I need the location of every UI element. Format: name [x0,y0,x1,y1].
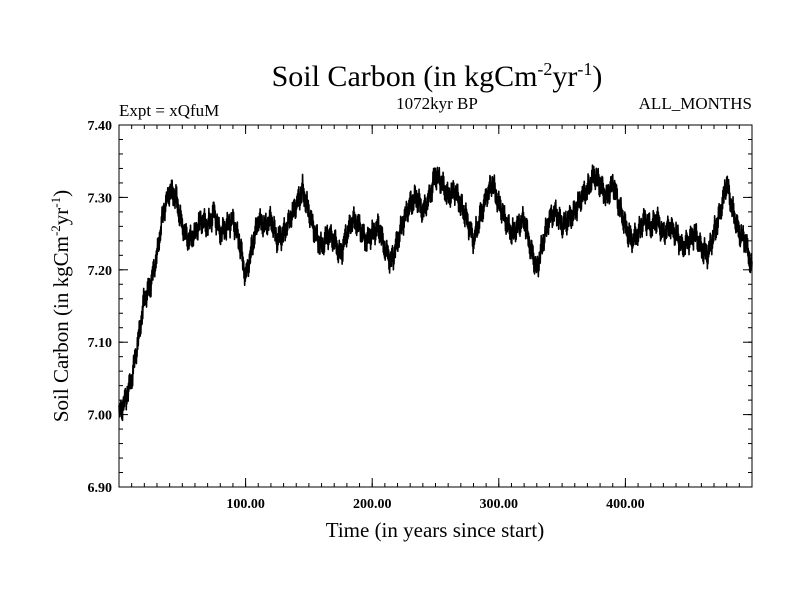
x-tick-label: 200.00 [353,497,392,512]
y-tick-label: 6.90 [88,481,113,496]
experiment-label: Expt = xQfuM [119,101,219,120]
period-label: 1072kyr BP [396,94,478,113]
series-layer [118,164,753,422]
axis-tick-labels: 6.90 7.00 7.10 7.20 7.30 7.40 100.00 200.00 300.… [88,119,645,512]
x-tick-label: 400.00 [606,497,645,512]
y-tick-label: 7.10 [88,336,113,351]
chart-title: Soil Carbon (in kgCm-2yr-1) [272,59,603,93]
x-axis-label: Time (in years since start) [326,518,545,542]
y-tick-label: 7.00 [88,409,113,424]
months-label: ALL_MONTHS [639,94,752,113]
y-axis-label: Soil Carbon (in kgCm-2yr-1) [48,190,73,422]
y-tick-label: 7.30 [88,191,113,206]
series-line [118,164,753,422]
y-tick-label: 7.20 [88,264,113,279]
y-tick-label: 7.40 [88,119,113,134]
x-tick-label: 300.00 [480,497,519,512]
axis-ticks [119,124,752,488]
x-tick-label: 100.00 [226,497,265,512]
